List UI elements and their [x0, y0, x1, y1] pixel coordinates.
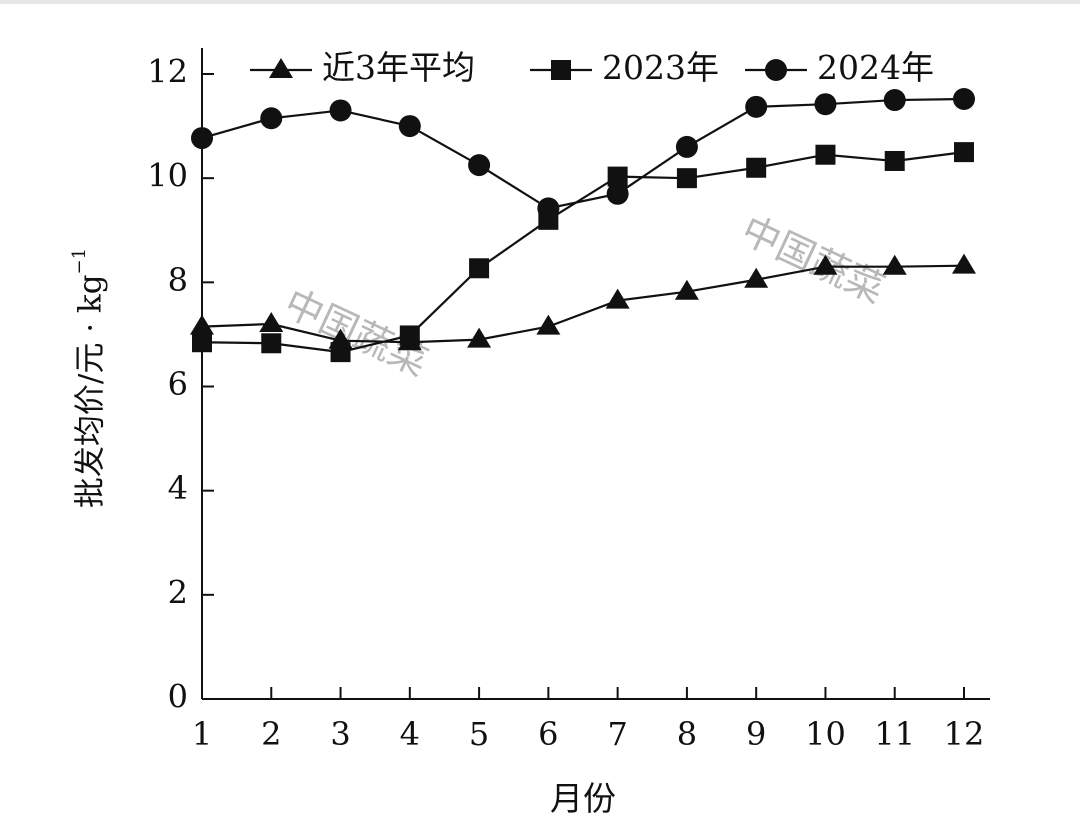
x-tick-label: 2: [261, 715, 281, 753]
data-point-square: [192, 332, 212, 353]
y-axis-label-superscript: −1: [69, 248, 90, 275]
data-point-triangle: [467, 327, 492, 348]
legend-marker-circle: [765, 59, 787, 81]
y-tick-label: 6: [168, 365, 188, 403]
data-point-square: [261, 333, 282, 354]
y-tick-label: 10: [147, 157, 188, 195]
data-point-circle: [606, 182, 629, 205]
data-point-square: [469, 258, 490, 279]
x-tick-label: 6: [538, 715, 558, 753]
legend-item: 近3年平均: [250, 48, 475, 87]
data-point-triangle: [744, 267, 769, 288]
data-point-triangle: [813, 254, 838, 275]
axis-labels: 月份 批发均价/元 · kg−1: [69, 248, 616, 818]
data-point-circle: [329, 99, 352, 122]
y-tick-label: 4: [168, 469, 188, 507]
data-point-triangle: [674, 279, 699, 300]
x-tick-label: 4: [400, 715, 420, 753]
legend-label: 2024年: [817, 48, 934, 87]
x-tick-label: 11: [874, 715, 915, 753]
data-point-square: [676, 168, 697, 189]
data-point-square: [884, 150, 905, 171]
x-tick-label: 12: [944, 715, 985, 753]
x-tick-label: 10: [805, 715, 846, 753]
data-point-circle: [883, 89, 906, 112]
data-point-circle: [191, 127, 213, 150]
legend-item: 2023年: [530, 48, 719, 87]
y-tick-label: 8: [168, 261, 188, 299]
series-triangle: [190, 253, 976, 351]
data-point-triangle: [882, 254, 907, 275]
y-tick-label: 0: [168, 678, 188, 716]
x-tick-label: 8: [677, 715, 697, 753]
series-line: [201, 97, 965, 210]
x-tick-label: 7: [607, 715, 627, 753]
data-point-square: [815, 144, 836, 165]
series-layer: [190, 88, 976, 363]
data-point-triangle: [605, 288, 630, 309]
legend-item: 2024年: [745, 48, 934, 87]
legend-label: 2023年: [602, 48, 719, 87]
data-point-circle: [745, 95, 768, 118]
y-tick-label: 2: [168, 573, 188, 611]
x-tick-label: 9: [746, 715, 766, 753]
y-tick-label: 12: [147, 53, 188, 91]
legend: 近3年平均 2023年 2024年: [250, 48, 934, 87]
x-axis-label: 月份: [550, 779, 616, 818]
legend-label: 近3年平均: [322, 48, 475, 87]
data-point-circle: [260, 107, 283, 130]
data-point-square: [330, 342, 351, 363]
watermark-text: 中国蔬菜: [735, 208, 891, 312]
top-rule: [0, 0, 1080, 4]
x-tick-label: 3: [330, 715, 350, 753]
data-point-circle: [675, 135, 698, 158]
legend-marker-triangle: [269, 58, 293, 78]
data-point-circle: [814, 93, 837, 116]
data-point-square: [954, 142, 974, 163]
data-point-triangle: [536, 314, 561, 335]
data-point-circle: [398, 115, 421, 138]
x-tick-label: 1: [192, 715, 212, 753]
legend-marker-square: [551, 60, 571, 80]
series-square: [192, 142, 974, 363]
data-point-triangle: [190, 314, 214, 335]
data-point-square: [746, 157, 767, 178]
data-point-circle: [953, 88, 975, 110]
series-circle: [191, 88, 975, 220]
data-point-square: [399, 325, 420, 346]
series-line: [201, 151, 965, 354]
x-tick-label: 5: [469, 715, 489, 753]
data-point-triangle: [952, 253, 976, 274]
data-point-triangle: [259, 312, 284, 332]
data-point-circle: [537, 197, 560, 220]
series-line: [201, 264, 965, 344]
y-axis-label: 批发均价/元 · kg−1: [69, 248, 109, 508]
data-point-circle: [468, 154, 491, 177]
data-point-square: [607, 166, 628, 187]
